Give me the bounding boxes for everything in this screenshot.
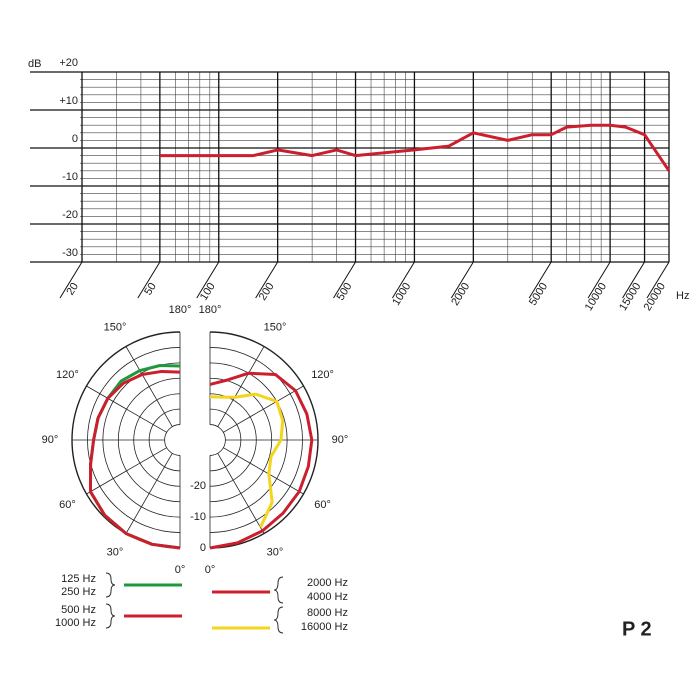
- tick-mark: [450, 261, 474, 299]
- angle-label: 120°: [56, 369, 79, 381]
- radial-line: [125, 346, 173, 427]
- x-tick-label: 100: [198, 281, 218, 303]
- legend-label: 250 Hz: [61, 586, 96, 598]
- radial-line: [217, 453, 265, 534]
- x-tick-label: 500: [335, 281, 355, 303]
- grid-ring: [209, 424, 226, 456]
- y-tick-label: 0: [72, 133, 78, 145]
- y-tick-label: -20: [62, 209, 78, 221]
- radial-line: [125, 453, 173, 534]
- angle-label: 120°: [311, 369, 334, 381]
- polar-curve: [88, 369, 181, 550]
- x-tick-label: 15000: [617, 281, 643, 313]
- angle-label: 150°: [264, 321, 287, 333]
- response-curve: [159, 123, 671, 172]
- y-axis-label: dB: [28, 58, 41, 70]
- y-tick-label: -30: [62, 247, 78, 259]
- angle-label: 90°: [42, 434, 59, 446]
- tick-mark: [587, 261, 611, 299]
- ring-label: -20: [190, 480, 206, 492]
- legend-brace: [273, 606, 284, 634]
- legend-brace: [105, 603, 116, 629]
- y-tick-label: -10: [62, 171, 78, 183]
- legend-brace: [105, 572, 116, 598]
- legend-label: 1000 Hz: [55, 617, 96, 629]
- x-tick-label: 20000: [642, 281, 668, 313]
- y-tick-label: +10: [59, 95, 78, 107]
- x-tick-label: 50: [142, 281, 159, 298]
- legend-label: 8000 Hz: [307, 607, 348, 619]
- legend-label: 125 Hz: [61, 573, 96, 585]
- legend-label: 500 Hz: [61, 604, 96, 616]
- x-axis-label: Hz: [676, 290, 689, 302]
- tick-mark: [646, 261, 670, 299]
- tick-mark: [196, 261, 220, 299]
- tick-mark: [622, 261, 645, 299]
- grid-ring: [164, 424, 181, 456]
- x-tick-label: 10000: [583, 281, 609, 313]
- ring-label: 0: [200, 542, 206, 554]
- angle-label: 150°: [104, 321, 127, 333]
- x-tick-label: 5000: [527, 281, 550, 308]
- legend-brace: [273, 576, 284, 604]
- tick-mark: [528, 261, 552, 299]
- ring-label: -10: [190, 511, 206, 523]
- tick-mark: [333, 261, 356, 299]
- legend-label: 2000 Hz: [307, 577, 348, 589]
- angle-label: 180°: [169, 304, 192, 316]
- angle-label: 0°: [175, 564, 186, 576]
- angle-label: 0°: [205, 564, 216, 576]
- legend-label: 16000 Hz: [301, 621, 348, 633]
- polar-curve: [209, 392, 285, 529]
- polar-curve: [209, 371, 314, 550]
- angle-label: 90°: [332, 434, 349, 446]
- angle-label: 30°: [267, 546, 284, 558]
- radial-line: [223, 385, 304, 433]
- tick-mark: [137, 261, 161, 299]
- legend-label: 4000 Hz: [307, 591, 348, 603]
- annotation: P 2: [622, 618, 652, 640]
- x-tick-label: 1000: [390, 281, 413, 308]
- radial-line: [86, 447, 167, 495]
- tick-mark: [59, 261, 83, 299]
- y-tick-label: +20: [59, 57, 78, 69]
- tick-mark: [392, 261, 415, 299]
- angle-label: 60°: [59, 499, 76, 511]
- angle-label: 180°: [199, 304, 222, 316]
- x-tick-label: 2000: [449, 281, 472, 308]
- radial-line: [86, 385, 167, 433]
- radial-line: [223, 447, 304, 495]
- radial-line: [217, 346, 265, 427]
- x-tick-label: 20: [64, 281, 81, 298]
- x-tick-label: 200: [257, 281, 277, 303]
- angle-label: 60°: [314, 499, 331, 511]
- angle-label: 30°: [107, 546, 124, 558]
- tick-mark: [255, 261, 279, 299]
